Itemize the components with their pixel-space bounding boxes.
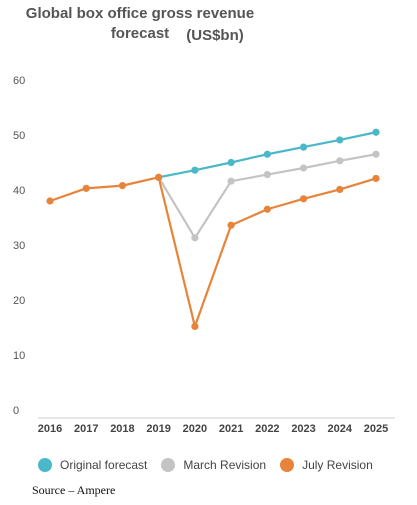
data-point-july-revision-2016 [46,197,54,205]
data-point-original-forecast-2022 [263,150,271,158]
chart-title: Global box office gross revenue forecast [25,5,255,42]
series-lines [48,131,378,328]
x-tick-label-2024: 2024 [328,423,353,435]
data-point-july-revision-2022 [263,205,271,213]
data-point-july-revision-2019 [155,173,163,181]
x-tick-label-2018: 2018 [110,423,134,435]
data-point-march-revision-2024 [336,157,344,165]
data-point-march-revision-2022 [263,171,271,179]
data-point-march-revision-2020 [191,234,199,242]
x-tick-label-2016: 2016 [38,423,62,435]
x-tick-label-2019: 2019 [146,423,170,435]
chart-subtitle: (US$bn) [186,27,244,44]
x-tick-label-2020: 2020 [183,423,207,435]
legend-marker-march-revision [161,458,176,472]
data-point-original-forecast-2020 [191,166,199,174]
data-point-march-revision-2023 [299,164,308,172]
x-tick-label-2022: 2022 [255,423,279,435]
y-axis-ticks: 0 10 20 30 40 50 60 [13,75,25,417]
legend-item-march-revision: March Revision [161,458,266,472]
data-point-original-forecast-2025 [372,128,380,136]
y-tick-label-50: 50 [13,130,25,142]
y-tick-label-20: 20 [13,295,25,307]
data-point-march-revision-2021 [227,177,235,185]
y-tick-label-30: 30 [13,240,25,252]
data-point-july-revision-2021 [227,221,235,229]
series-line-march-revision [157,153,378,239]
y-tick-label-10: 10 [13,350,25,362]
data-point-july-revision-2023 [299,195,308,203]
legend-marker-july-revision [280,458,295,472]
data-point-original-forecast-2023 [299,143,308,151]
data-point-july-revision-2024 [336,185,344,194]
data-point-march-revision-2025 [372,150,380,158]
legend-marker-original-forecast [38,458,52,472]
legend-label-original-forecast: Original forecast [60,458,148,472]
x-tick-label-2021: 2021 [219,423,243,435]
x-tick-label-2023: 2023 [291,423,315,435]
source-note: Source – Ampere [32,483,116,497]
legend-label-march-revision: March Revision [183,458,267,472]
x-tick-label-2017: 2017 [74,423,98,435]
data-point-july-revision-2020 [191,322,199,330]
series-points [46,128,380,330]
y-tick-label-60: 60 [13,75,25,87]
data-point-july-revision-2018 [118,182,127,190]
data-point-original-forecast-2024 [336,136,344,144]
y-tick-label-0: 0 [13,405,19,417]
x-tick-label-2025: 2025 [364,423,388,435]
x-axis-ticks: 2016 2017 2018 2019 2020 2021 2022 2023 2024 2025 [38,423,388,435]
data-point-original-forecast-2021 [227,158,235,167]
legend: Original forecast March Revision July Re… [38,455,417,475]
y-tick-label-40: 40 [13,185,25,197]
legend-item-original-forecast: Original forecast [38,458,147,472]
data-point-july-revision-2025 [372,174,380,183]
series-line-july-revision [48,176,378,328]
data-point-july-revision-2017 [82,184,90,192]
legend-label-july-revision: July Revision [302,458,373,472]
legend-item-july-revision: July Revision [280,458,373,472]
